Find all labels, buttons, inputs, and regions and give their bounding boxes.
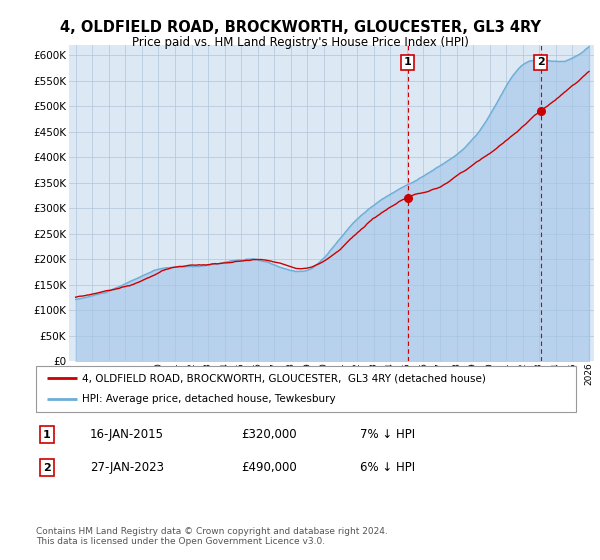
Text: 4, OLDFIELD ROAD, BROCKWORTH, GLOUCESTER,  GL3 4RY (detached house): 4, OLDFIELD ROAD, BROCKWORTH, GLOUCESTER… xyxy=(82,373,486,383)
Text: 2: 2 xyxy=(43,463,50,473)
Text: 27-JAN-2023: 27-JAN-2023 xyxy=(90,461,164,474)
Text: 7% ↓ HPI: 7% ↓ HPI xyxy=(360,428,415,441)
Text: HPI: Average price, detached house, Tewkesbury: HPI: Average price, detached house, Tewk… xyxy=(82,394,335,404)
Text: £490,000: £490,000 xyxy=(241,461,297,474)
Text: £320,000: £320,000 xyxy=(241,428,297,441)
Text: 1: 1 xyxy=(43,430,50,440)
FancyBboxPatch shape xyxy=(36,366,576,412)
Text: Contains HM Land Registry data © Crown copyright and database right 2024.
This d: Contains HM Land Registry data © Crown c… xyxy=(36,526,388,546)
Text: Price paid vs. HM Land Registry's House Price Index (HPI): Price paid vs. HM Land Registry's House … xyxy=(131,36,469,49)
Text: 6% ↓ HPI: 6% ↓ HPI xyxy=(360,461,415,474)
Text: 4, OLDFIELD ROAD, BROCKWORTH, GLOUCESTER, GL3 4RY: 4, OLDFIELD ROAD, BROCKWORTH, GLOUCESTER… xyxy=(59,20,541,35)
Text: 2: 2 xyxy=(536,58,544,67)
Text: 1: 1 xyxy=(404,58,412,67)
Text: 16-JAN-2015: 16-JAN-2015 xyxy=(90,428,164,441)
